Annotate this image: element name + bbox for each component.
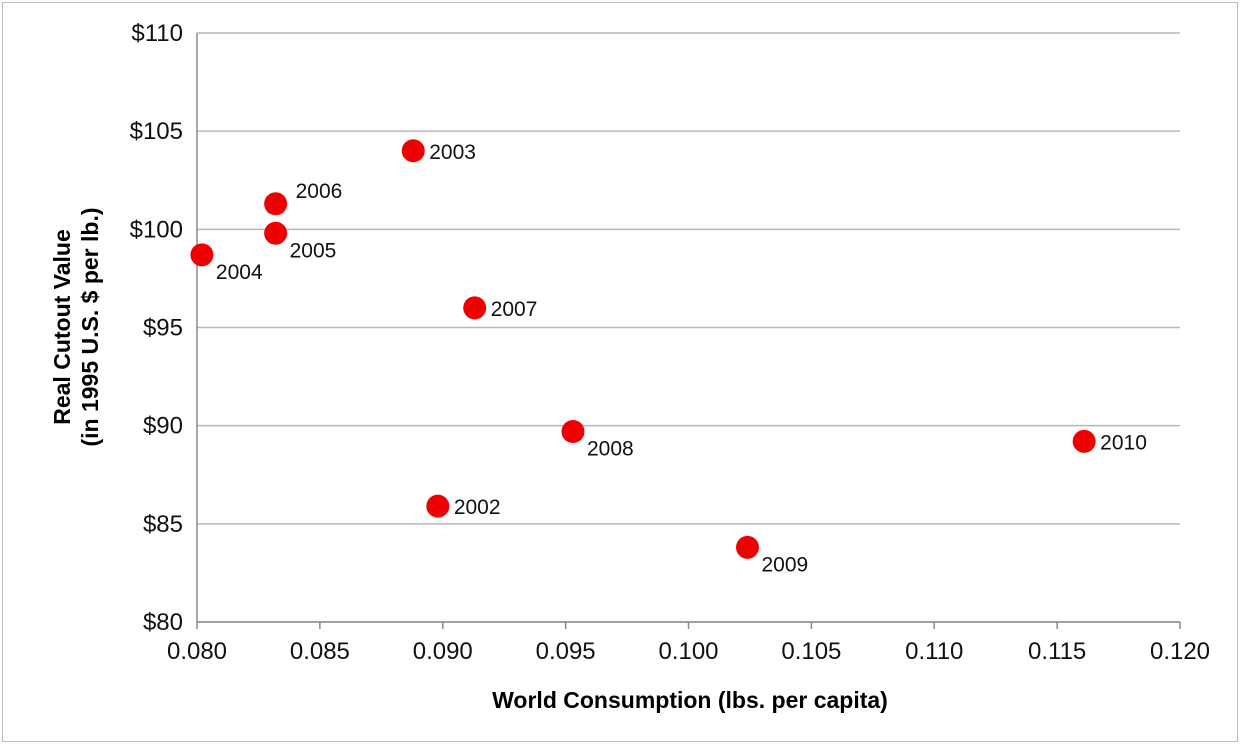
data-point-2003 — [401, 139, 425, 163]
x-tick-labels: 0.080 0.085 0.090 0.095 0.100 0.105 0.110 0.115… — [167, 638, 1210, 665]
y-tick-label: $90 — [143, 413, 183, 440]
x-tick-label: 0.120 — [1150, 638, 1210, 665]
data-label-2003: 2003 — [429, 141, 476, 164]
y-axis-title: Real Cutout Value (in 1995 U.S. $ per lb… — [49, 207, 103, 446]
data-label-2002: 2002 — [454, 496, 501, 519]
data-label-2005: 2005 — [290, 239, 337, 262]
x-tick-label: 0.085 — [290, 638, 350, 665]
y-axis-title-line1: Real Cutout Value — [49, 229, 75, 425]
x-tick-label: 0.090 — [413, 638, 473, 665]
x-tick-label: 0.105 — [781, 638, 841, 665]
data-point-2007 — [463, 296, 487, 320]
data-label-2007: 2007 — [491, 298, 538, 321]
y-tick-label: $80 — [143, 609, 183, 636]
x-tick-label: 0.110 — [905, 638, 963, 665]
data-points — [190, 139, 1096, 559]
y-axis-title-line2: (in 1995 U.S. $ per lb.) — [77, 207, 103, 446]
y-tick-label: $100 — [130, 216, 183, 243]
data-label-2006: 2006 — [296, 180, 343, 203]
x-tick-label: 0.100 — [658, 638, 718, 665]
data-label-2004: 2004 — [216, 261, 263, 284]
data-point-2010 — [1072, 429, 1096, 453]
data-point-2006 — [264, 192, 288, 216]
data-point-2009 — [735, 535, 759, 559]
data-point-2004 — [190, 243, 214, 267]
y-tick-label: $85 — [143, 511, 183, 538]
x-tick-label: 0.115 — [1028, 638, 1086, 665]
data-label-2008: 2008 — [587, 438, 634, 461]
x-axis-title: World Consumption (lbs. per capita) — [492, 687, 888, 713]
x-tick-marks — [196, 622, 1181, 629]
data-label-2009: 2009 — [761, 553, 808, 576]
x-tick-label: 0.095 — [536, 638, 596, 665]
data-point-labels: 2002 2003 2004 2005 2006 2007 2008 2009 2010 — [216, 141, 1147, 577]
data-point-2002 — [426, 494, 450, 518]
y-tick-label: $105 — [130, 118, 183, 145]
y-tick-label: $95 — [143, 315, 183, 342]
data-point-2008 — [561, 420, 585, 444]
x-tick-label: 0.080 — [167, 638, 227, 665]
y-tick-labels: $80 $85 $90 $95 $100 $105 $110 — [130, 20, 183, 636]
gridlines — [197, 32, 1180, 623]
data-label-2010: 2010 — [1100, 431, 1147, 454]
data-point-2005 — [264, 221, 288, 245]
y-tick-label: $110 — [131, 20, 183, 47]
